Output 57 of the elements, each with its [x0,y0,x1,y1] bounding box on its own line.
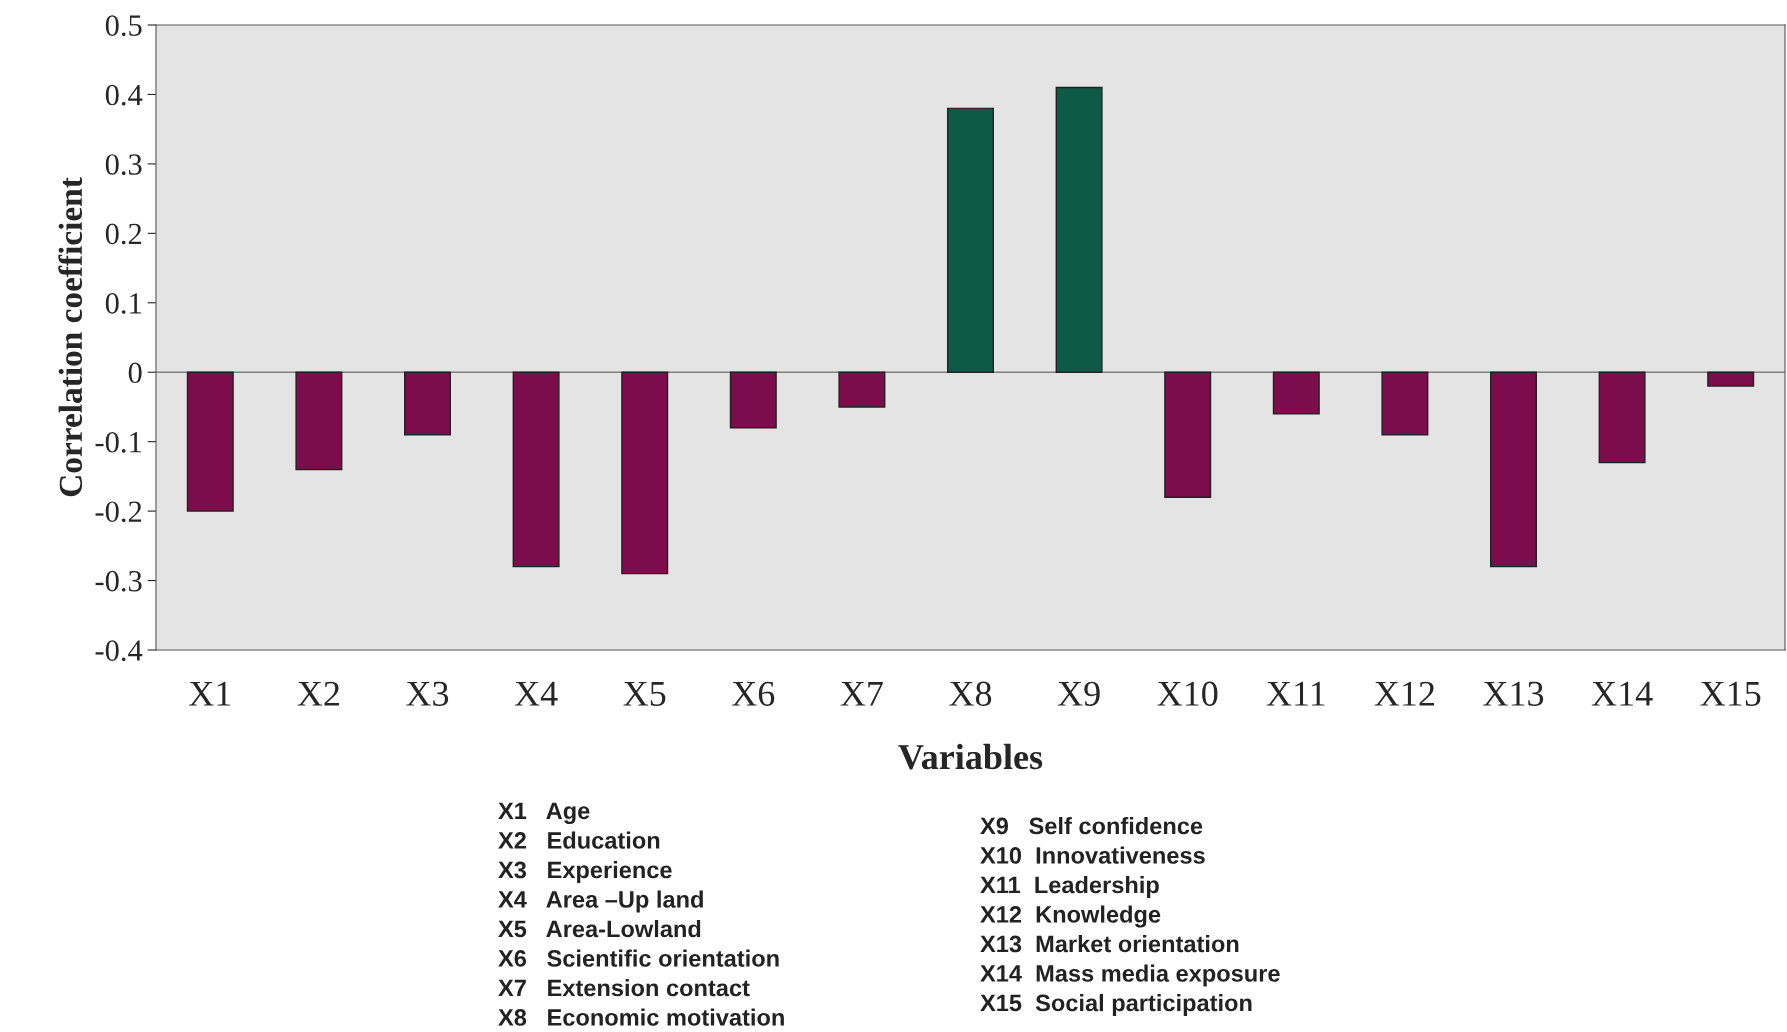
text: X15 Social participation [980,993,1252,1017]
text: X5 Area-Lowland [498,919,701,938]
y-axis-title: Correlation coefficient [58,177,83,497]
x-tick-label: X2 [297,681,339,706]
y-tick-label: 0.4 [105,84,143,106]
x-tick-label: X11 [1266,681,1325,706]
text: X6 Scientific orientation [498,949,779,967]
bar [186,371,234,512]
x-tick-label: X14 [1591,681,1653,706]
bar [946,107,995,373]
x-tick-label: X3 [406,681,449,706]
text: X3 Experience [498,860,672,884]
y-tick-label: -0.2 [95,501,142,523]
text: X7 Extension contact [498,978,750,997]
y-tick-label: -0.4 [95,640,143,662]
text: X10 Innovativeness [980,846,1205,864]
text: X8 Economic motivation [498,1008,784,1026]
x-tick-label: X8 [949,681,992,706]
bar [295,371,343,471]
text: X14 Mass media exposure [980,964,1280,987]
text: X2 Education [498,831,660,849]
bar [512,371,560,568]
x-tick-label: X15 [1700,681,1761,706]
x-tick-label: X7 [840,681,883,706]
bar [403,371,452,436]
x-tick-label: X12 [1374,681,1434,706]
bar [1272,371,1320,415]
x-tick-label: X6 [732,681,775,706]
bar [1381,371,1429,436]
x-tick-label: X1 [189,681,231,706]
y-tick-label: 0.5 [105,15,142,37]
bar [621,371,669,575]
text: X12 Knowledge [980,905,1161,928]
x-tick-label: X5 [623,681,666,706]
y-tick-label: 0.2 [105,223,142,245]
bar [1489,371,1538,568]
text: X1 Age [498,802,590,824]
x-axis-title: Variables [898,743,1043,770]
bar [838,371,886,408]
x-tick-label: X10 [1157,681,1218,706]
y-tick-label: 0.3 [105,154,142,175]
bar [729,371,777,429]
y-tick-label: 0 [128,362,142,384]
bar [1164,371,1212,498]
text: X11 Leadership [980,875,1159,899]
text: X9 Self confidence [980,816,1203,835]
bar [1598,371,1646,464]
y-tick-label: -0.1 [95,431,141,453]
x-tick-label: X13 [1483,681,1544,706]
bar [1055,86,1103,373]
y-tick-label: -0.3 [95,570,142,592]
bar [1707,371,1755,387]
x-tick-label: X4 [514,681,558,706]
y-tick-label: 0.1 [105,293,141,314]
x-tick-label: X9 [1057,681,1100,706]
text: X4 Area –Up land [498,890,703,913]
text: X13 Market orientation [980,935,1239,953]
